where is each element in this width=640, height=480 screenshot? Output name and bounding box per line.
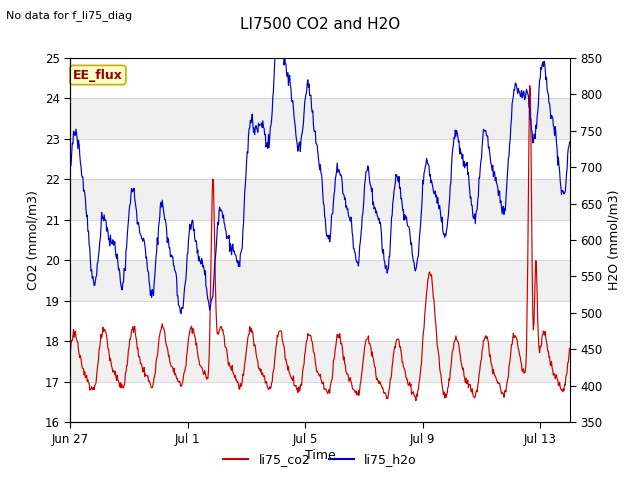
Legend: li75_co2, li75_h2o: li75_co2, li75_h2o <box>218 448 422 471</box>
Text: LI7500 CO2 and H2O: LI7500 CO2 and H2O <box>240 17 400 32</box>
Bar <box>70 341 570 382</box>
Bar <box>70 260 570 301</box>
Y-axis label: CO2 (mmol/m3): CO2 (mmol/m3) <box>26 190 40 290</box>
Bar <box>70 220 570 260</box>
Bar <box>70 301 570 341</box>
X-axis label: Time: Time <box>305 449 335 462</box>
Text: No data for f_li75_diag: No data for f_li75_diag <box>6 10 132 21</box>
Bar <box>70 179 570 220</box>
Text: EE_flux: EE_flux <box>73 69 123 82</box>
Y-axis label: H2O (mmol/m3): H2O (mmol/m3) <box>608 190 621 290</box>
Bar <box>70 98 570 139</box>
Bar <box>70 382 570 422</box>
Bar <box>70 58 570 98</box>
Bar <box>70 139 570 179</box>
